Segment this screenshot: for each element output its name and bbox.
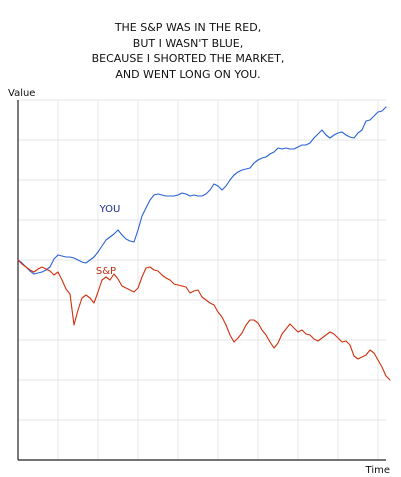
series-label-s-p: S&P	[96, 266, 116, 277]
series-line-you	[17, 106, 387, 275]
series-label-you: YOU	[99, 204, 121, 215]
gridlines	[18, 99, 386, 460]
y-axis-label: Value	[8, 88, 35, 99]
chart-title-line-3: BECAUSE I SHORTED THE MARKET,	[92, 52, 285, 65]
series-line-s-p	[17, 259, 391, 381]
chart-title-line-4: AND WENT LONG ON YOU.	[115, 68, 260, 81]
series-layer: YOU S&P	[17, 106, 391, 381]
chart-title-line-2: BUT I WASN'T BLUE,	[133, 37, 243, 50]
x-axis-label: Time	[365, 465, 390, 476]
chart-title-line-1: THE S&P WAS IN THE RED,	[114, 21, 261, 34]
